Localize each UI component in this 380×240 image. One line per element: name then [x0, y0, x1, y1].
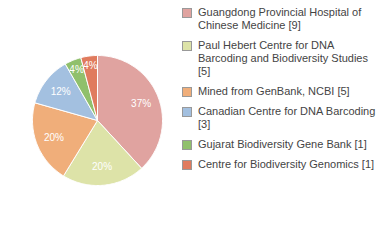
html-text:Guangdong Provincial Hospital: Guangdong Provincial Hospital of Chinese… [198, 6, 362, 31]
html-text:Mined from GenBank, NCBI [5]: Mined from GenBank, NCBI [5] [198, 85, 350, 97]
svg-text:4%: 4% [69, 64, 84, 75]
html-text:Canadian Centre for DNA Barcod: Canadian Centre for DNA Barcoding [3] [198, 105, 376, 130]
svg-text:20%: 20% [44, 132, 64, 143]
svg-text:12%: 12% [51, 86, 71, 97]
svg-text:20%: 20% [92, 161, 112, 172]
html-text:Paul Hebert Centre for DNA Bar: Paul Hebert Centre for DNA Barcoding and… [198, 39, 368, 77]
svg-text:37%: 37% [131, 98, 151, 109]
svg-text:4%: 4% [83, 60, 98, 71]
html-text:Gujarat Biodiversity Gene Bank: Gujarat Biodiversity Gene Bank [1] [198, 138, 367, 150]
html-text:Centre for Biodiversity Genomi: Centre for Biodiversity Genomics [1] [198, 158, 375, 170]
